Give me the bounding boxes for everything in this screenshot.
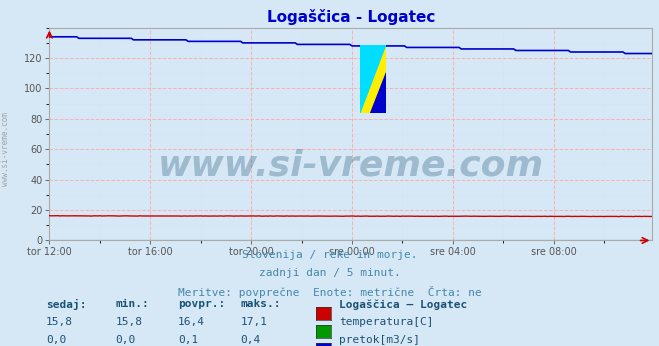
Text: zadnji dan / 5 minut.: zadnji dan / 5 minut. [258,268,401,278]
Text: min.:: min.: [115,299,149,309]
Polygon shape [370,72,386,113]
Text: 0,1: 0,1 [178,335,198,345]
Text: www.si-vreme.com: www.si-vreme.com [1,112,10,186]
Text: 15,8: 15,8 [115,317,142,327]
Text: 0,4: 0,4 [241,335,261,345]
Text: 15,8: 15,8 [46,317,73,327]
Text: Meritve: povprečne  Enote: metrične  Črta: ne: Meritve: povprečne Enote: metrične Črta:… [178,286,481,298]
Text: 0,0: 0,0 [46,335,67,345]
Text: Slovenija / reke in morje.: Slovenija / reke in morje. [242,250,417,260]
Text: 17,1: 17,1 [241,317,268,327]
Title: Logaščica - Logatec: Logaščica - Logatec [267,9,435,25]
Text: www.si-vreme.com: www.si-vreme.com [158,149,544,183]
Text: Logaščica – Logatec: Logaščica – Logatec [339,299,468,310]
Polygon shape [360,45,386,113]
Text: povpr.:: povpr.: [178,299,225,309]
Polygon shape [360,45,386,113]
Text: temperatura[C]: temperatura[C] [339,317,434,327]
Text: 16,4: 16,4 [178,317,205,327]
Text: maks.:: maks.: [241,299,281,309]
Text: sedaj:: sedaj: [46,299,86,310]
Text: 0,0: 0,0 [115,335,136,345]
Text: pretok[m3/s]: pretok[m3/s] [339,335,420,345]
